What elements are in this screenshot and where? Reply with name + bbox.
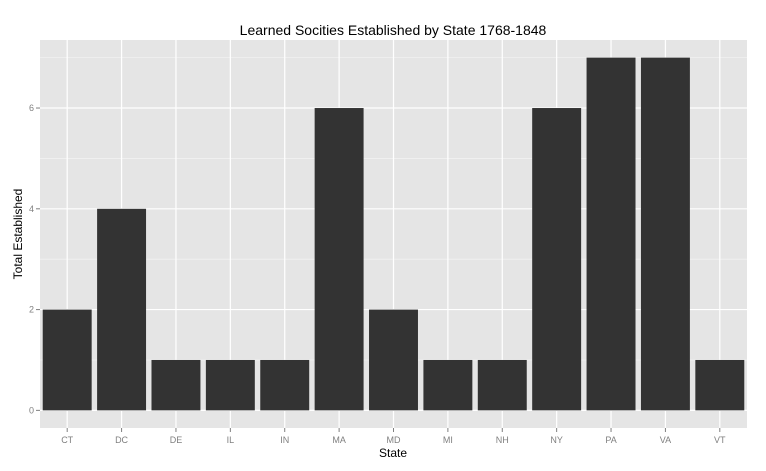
y-tick-label: 6 [29,103,34,113]
bar-ct [42,309,92,411]
bar-va [640,57,690,411]
bar-ny [532,108,582,411]
x-tick-label: NH [496,435,509,445]
x-tick-label: VA [660,435,671,445]
y-tick-label: 2 [29,305,34,315]
y-tick-label: 0 [29,405,34,415]
bar-dc [97,208,147,411]
bar-ma [314,108,364,411]
bar-il [205,359,255,411]
bar-in [260,359,310,411]
bar-md [369,309,418,411]
x-tick-label: DC [115,435,128,445]
x-tick-label: VT [714,435,726,445]
x-axis-ticks: CT DC DE IL IN MA MD MI NH NY PA VA VT [61,428,726,445]
x-tick-label: NY [550,435,563,445]
bar-pa [586,57,636,411]
x-tick-label: CT [61,435,73,445]
x-tick-label: MI [443,435,453,445]
y-axis-title: Total Established [11,189,25,280]
y-axis-ticks: 0 2 4 6 [29,103,40,415]
bar-vt [695,359,745,411]
bars [42,57,745,411]
bar-mi [423,359,473,411]
x-tick-label: MA [332,435,346,445]
chart-title: Learned Socities Established by State 17… [240,22,547,38]
x-tick-label: PA [605,435,616,445]
bar-de [151,359,201,411]
bar-nh [477,359,527,411]
x-axis-title: State [379,446,407,460]
y-tick-label: 4 [29,204,34,214]
x-tick-label: IL [227,435,235,445]
x-tick-label: MD [387,435,401,445]
x-tick-label: DE [170,435,183,445]
x-tick-label: IN [280,435,289,445]
